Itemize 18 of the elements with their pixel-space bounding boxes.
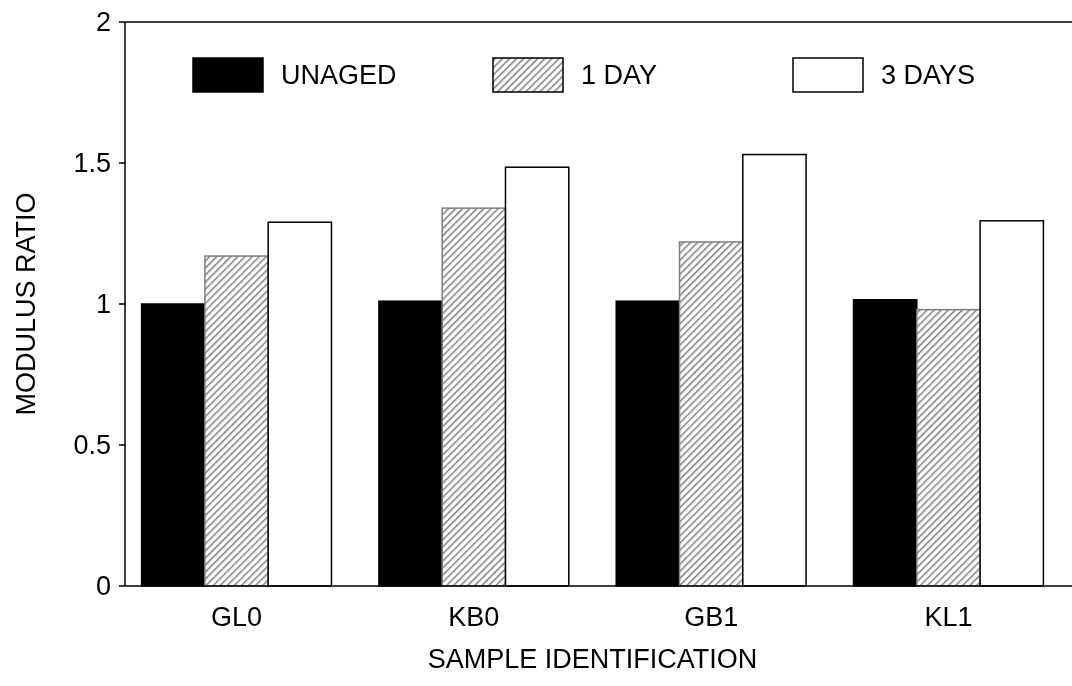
bar	[441, 207, 507, 587]
legend-label: UNAGED	[281, 60, 397, 91]
x-tick-label: GB1	[684, 602, 739, 632]
x-tick-label: KB0	[448, 602, 500, 632]
y-tick-label: 0	[95, 571, 111, 602]
bar	[916, 308, 981, 587]
legend-label: 1 DAY	[581, 60, 658, 91]
y-tick-label: 1	[95, 289, 111, 320]
x-tick-label: KL1	[924, 602, 973, 632]
x-axis-title: SAMPLE IDENTIFICATION	[427, 644, 758, 674]
legend-label: 3 DAYS	[881, 60, 976, 91]
x-tick-label: GL0	[211, 602, 263, 632]
bar	[678, 241, 744, 587]
y-tick-label: 0.5	[73, 430, 111, 461]
y-tick-label: 2	[95, 7, 111, 38]
y-tick-label: 1.5	[73, 148, 111, 179]
y-axis-title: MODULUS RATIO	[11, 192, 41, 416]
bar	[204, 255, 269, 587]
